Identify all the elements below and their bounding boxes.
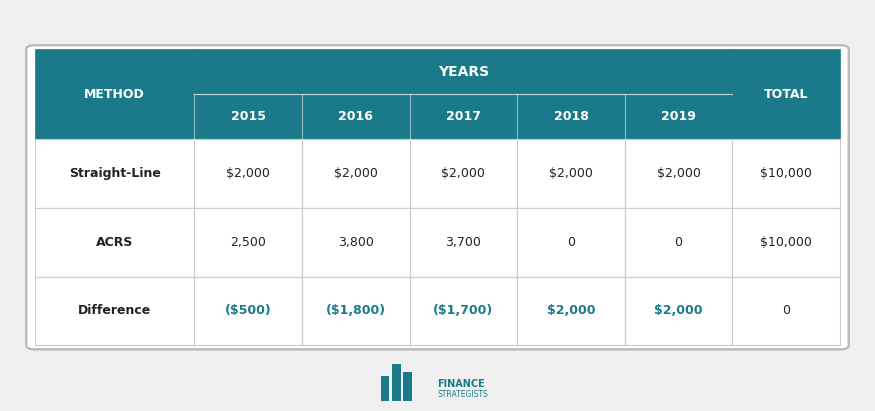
Bar [302, 208, 410, 277]
Text: 0: 0 [675, 236, 682, 249]
Text: YEARS: YEARS [438, 65, 489, 79]
Bar [194, 208, 302, 277]
Text: ($500): ($500) [225, 305, 271, 317]
Text: $10,000: $10,000 [760, 167, 812, 180]
Bar [732, 208, 840, 277]
FancyBboxPatch shape [26, 45, 849, 349]
Bar [194, 95, 302, 139]
Bar [517, 208, 625, 277]
Text: $10,000: $10,000 [760, 236, 812, 249]
Bar [517, 139, 625, 208]
Bar [732, 139, 840, 208]
Bar [392, 364, 401, 401]
Text: $2,000: $2,000 [656, 167, 701, 180]
Bar [35, 208, 194, 277]
Bar [625, 277, 732, 345]
Text: 0: 0 [567, 236, 575, 249]
Text: ($1,700): ($1,700) [433, 305, 493, 317]
Text: 3,700: 3,700 [445, 236, 481, 249]
Text: 2016: 2016 [339, 111, 373, 123]
Text: $2,000: $2,000 [549, 167, 593, 180]
Text: TOTAL: TOTAL [764, 88, 808, 101]
Bar [35, 139, 194, 208]
Bar [410, 208, 517, 277]
Bar [625, 208, 732, 277]
Text: $2,000: $2,000 [654, 305, 703, 317]
Text: ($1,800): ($1,800) [326, 305, 386, 317]
Text: 0: 0 [782, 305, 790, 317]
Bar [625, 95, 732, 139]
Bar [194, 49, 732, 95]
Text: 2015: 2015 [231, 111, 266, 123]
Text: $2,000: $2,000 [333, 167, 378, 180]
Bar [35, 49, 194, 139]
Bar [625, 139, 732, 208]
Bar [517, 277, 625, 345]
Bar [194, 139, 302, 208]
Text: Straight-Line: Straight-Line [69, 167, 161, 180]
Text: $2,000: $2,000 [441, 167, 486, 180]
Bar [194, 277, 302, 345]
Bar [35, 277, 194, 345]
Text: 2018: 2018 [554, 111, 588, 123]
Bar [302, 95, 410, 139]
Bar [410, 139, 517, 208]
Bar [381, 376, 389, 401]
Bar [302, 139, 410, 208]
Bar [732, 49, 840, 139]
Text: Difference: Difference [78, 305, 151, 317]
Bar [732, 277, 840, 345]
Bar [403, 372, 412, 401]
Text: 2,500: 2,500 [230, 236, 266, 249]
Text: 2019: 2019 [662, 111, 696, 123]
Bar [410, 95, 517, 139]
Text: STRATEGISTS: STRATEGISTS [438, 390, 488, 399]
Text: FINANCE: FINANCE [438, 379, 486, 389]
Text: 3,800: 3,800 [338, 236, 374, 249]
Text: $2,000: $2,000 [226, 167, 270, 180]
Text: ACRS: ACRS [96, 236, 133, 249]
Bar [410, 277, 517, 345]
Bar [517, 95, 625, 139]
Bar [302, 277, 410, 345]
Text: 2017: 2017 [446, 111, 481, 123]
Text: $2,000: $2,000 [547, 305, 595, 317]
Text: METHOD: METHOD [84, 88, 145, 101]
